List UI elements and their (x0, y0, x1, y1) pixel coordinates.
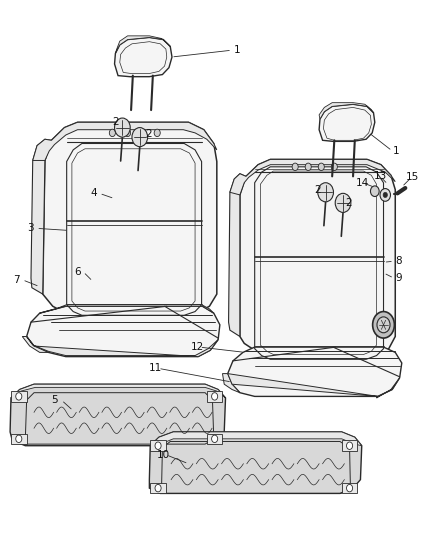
Polygon shape (27, 306, 220, 357)
Text: 2: 2 (345, 198, 352, 208)
Circle shape (155, 442, 161, 449)
Polygon shape (31, 139, 51, 294)
Circle shape (377, 317, 390, 333)
Text: 6: 6 (74, 267, 81, 277)
Circle shape (318, 163, 324, 171)
Text: 3: 3 (28, 223, 34, 233)
Circle shape (155, 484, 161, 492)
Polygon shape (40, 305, 214, 313)
Polygon shape (150, 483, 166, 494)
Polygon shape (115, 37, 172, 77)
Polygon shape (11, 391, 27, 402)
Circle shape (132, 127, 148, 147)
Circle shape (335, 193, 351, 213)
Circle shape (346, 442, 353, 449)
Circle shape (154, 129, 160, 136)
Circle shape (331, 163, 337, 171)
Text: 5: 5 (51, 395, 58, 405)
Circle shape (373, 312, 394, 338)
Text: 2: 2 (145, 129, 152, 139)
Polygon shape (11, 433, 27, 444)
Polygon shape (116, 36, 170, 53)
Polygon shape (319, 103, 374, 119)
Polygon shape (240, 159, 395, 356)
Circle shape (110, 129, 116, 136)
Polygon shape (207, 433, 223, 444)
Polygon shape (223, 374, 240, 393)
Text: 2: 2 (315, 184, 321, 195)
Polygon shape (230, 159, 395, 195)
Text: 8: 8 (395, 256, 402, 266)
Polygon shape (342, 440, 357, 451)
Circle shape (124, 129, 131, 136)
Circle shape (212, 435, 218, 442)
Circle shape (383, 192, 388, 198)
Polygon shape (228, 347, 402, 397)
Polygon shape (150, 440, 166, 451)
Circle shape (371, 186, 379, 197)
Circle shape (115, 118, 130, 137)
Circle shape (380, 189, 391, 201)
Polygon shape (33, 122, 217, 160)
Circle shape (318, 183, 333, 202)
Circle shape (305, 163, 311, 171)
Polygon shape (11, 384, 226, 398)
Text: 7: 7 (14, 274, 20, 285)
Text: 1: 1 (234, 45, 241, 55)
Polygon shape (149, 432, 362, 494)
Polygon shape (228, 374, 399, 398)
Polygon shape (22, 336, 48, 352)
Polygon shape (150, 432, 362, 446)
Polygon shape (10, 384, 226, 446)
Text: 4: 4 (91, 188, 97, 198)
Text: 11: 11 (148, 364, 162, 373)
Polygon shape (229, 174, 246, 336)
Circle shape (346, 484, 353, 492)
Circle shape (16, 393, 22, 400)
Circle shape (16, 435, 22, 442)
Text: 10: 10 (157, 450, 170, 460)
Polygon shape (207, 391, 223, 402)
Polygon shape (27, 336, 218, 357)
Circle shape (212, 393, 218, 400)
Text: 13: 13 (374, 172, 387, 181)
Text: 1: 1 (393, 146, 400, 156)
Text: 12: 12 (191, 342, 204, 352)
Polygon shape (342, 483, 357, 494)
Text: 2: 2 (113, 117, 119, 127)
Polygon shape (319, 104, 375, 141)
Polygon shape (43, 122, 217, 313)
Text: 9: 9 (395, 273, 402, 283)
Circle shape (138, 129, 145, 136)
Text: 15: 15 (406, 172, 420, 182)
Text: 14: 14 (356, 177, 369, 188)
Circle shape (292, 163, 298, 171)
